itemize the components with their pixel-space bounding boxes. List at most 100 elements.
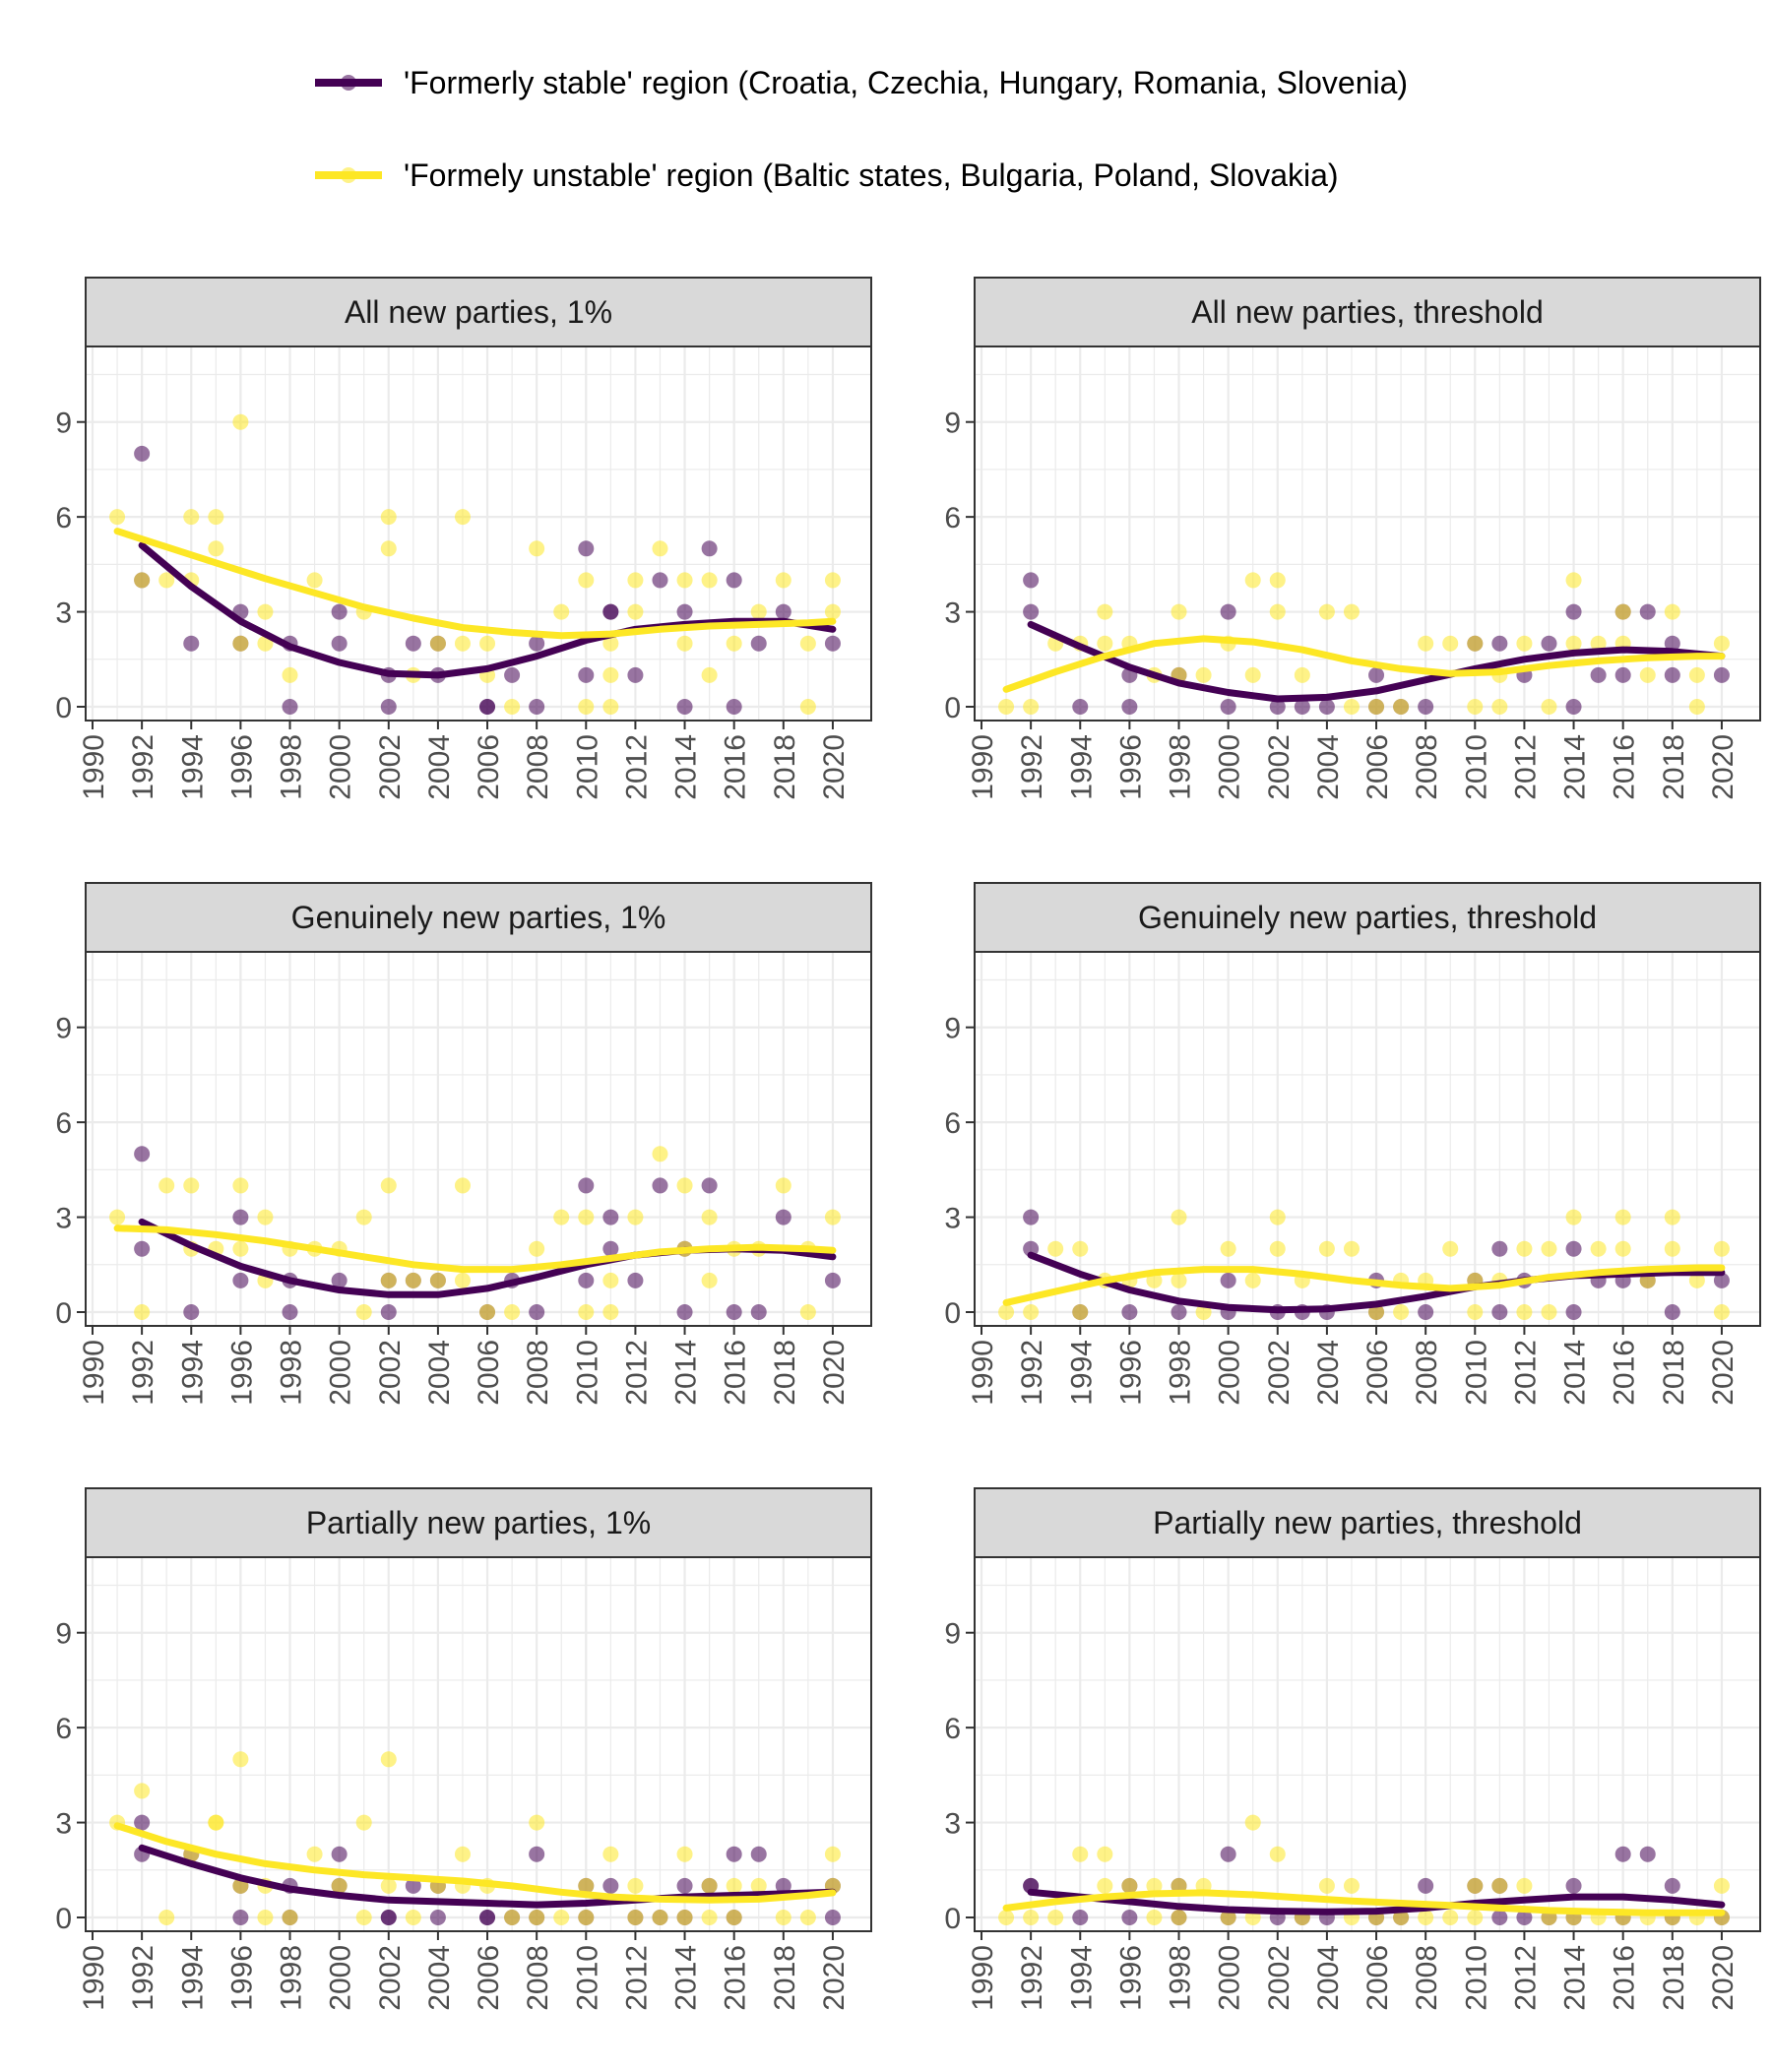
panel-5-point <box>257 1910 274 1925</box>
panel-1-y-tick-label: 9 <box>55 408 72 440</box>
panel-3-y-tick-label: 3 <box>55 1203 72 1235</box>
panel-1-point <box>676 603 693 620</box>
panel-3-point <box>504 1304 521 1320</box>
panel-6-point <box>1516 1877 1533 1894</box>
panel-4-point <box>998 1304 1015 1320</box>
panel-4-x-tick-label: 2020 <box>1707 1340 1740 1406</box>
panel-5: Partially new parties, 1% 0 3 6 9 1990 1992 199… <box>55 1487 872 2011</box>
panel-5-point <box>726 1877 742 1894</box>
panel-4-point <box>1072 1304 1089 1320</box>
panel-5-point <box>208 1814 224 1831</box>
panel-1-point <box>380 699 397 715</box>
panel-3-y-tick-label: 6 <box>55 1107 72 1140</box>
panel-4-point <box>1171 1209 1187 1225</box>
panel-5-point <box>405 1877 421 1894</box>
panel-2-x-tick-label: 1998 <box>1165 734 1197 800</box>
panel-4-point <box>1565 1209 1582 1225</box>
panel-5-fit-line-1 <box>138 1844 837 1909</box>
panel-1-point <box>750 603 767 620</box>
panel-6-x-tick-label: 2010 <box>1460 1945 1492 2011</box>
panel-1-x-tick-label: 2012 <box>620 734 653 800</box>
panel-3-point <box>627 1272 644 1288</box>
panel-6-point <box>1343 1877 1360 1894</box>
panel-5-x-tick-label: 1994 <box>176 1945 209 2011</box>
panel-1-x-tick-label: 2000 <box>325 734 357 800</box>
panel-3-point <box>701 1209 718 1225</box>
panel-3-x-tick-label: 2004 <box>423 1340 456 1406</box>
panel-1-y-tick-label: 0 <box>55 692 72 724</box>
panel-5-y-tick-label: 0 <box>55 1903 72 1935</box>
panel-4-point <box>1047 1240 1064 1257</box>
panel-2-x-tick-label: 2010 <box>1460 734 1492 800</box>
panel-1-point <box>306 572 323 589</box>
panel-2-point <box>1318 603 1335 620</box>
panel-2-point <box>1368 666 1385 683</box>
panel-5-fit-line-2 <box>113 1822 837 1904</box>
panel-6-point <box>1146 1877 1163 1894</box>
panel-6-x-tick-label: 1998 <box>1165 1945 1197 2011</box>
panel-6-x-tick-label: 1990 <box>967 1945 999 2011</box>
panel-6-point <box>1713 1877 1730 1894</box>
panel-6-x-tick-label: 1994 <box>1065 1945 1098 2011</box>
panel-4-point <box>1541 1240 1557 1257</box>
panel-2-point <box>1023 603 1040 620</box>
panel-5-x-tick-label: 2008 <box>522 1945 554 2011</box>
panel-5-point <box>380 1910 397 1925</box>
panel-4-x-tick-label: 1998 <box>1165 1340 1197 1406</box>
panel-2-x-tick-label: 1996 <box>1114 734 1147 800</box>
panel-2-point <box>1121 699 1138 715</box>
panel-3-point <box>676 1304 693 1320</box>
panel-1-x-tick-label: 2016 <box>720 734 752 800</box>
panel-3-fit-line-2 <box>113 1224 837 1274</box>
panel-5-plot-bg <box>86 1557 871 1931</box>
panel-5-point <box>331 1877 348 1894</box>
panel-6-point <box>1171 1910 1187 1925</box>
panel-2-grid <box>975 346 1760 721</box>
panel-3-point <box>454 1177 471 1194</box>
panel-1-point <box>676 572 693 589</box>
panel-3-x-tick-label: 2016 <box>720 1340 752 1406</box>
panel-3-point <box>257 1209 274 1225</box>
panel-3-point <box>602 1304 619 1320</box>
panel-4-point <box>1565 1240 1582 1257</box>
panel-1-point <box>282 699 298 715</box>
panel-6-y-tick-label: 9 <box>944 1618 961 1651</box>
panel-1-point <box>824 572 841 589</box>
panel-2-point <box>1269 603 1286 620</box>
panel-1-point <box>652 540 668 557</box>
panel-1-point <box>158 572 175 589</box>
panel-1-point <box>331 635 348 652</box>
panel-3-point <box>824 1209 841 1225</box>
panel-4-point <box>1614 1240 1631 1257</box>
panel-1-point <box>799 699 816 715</box>
panel-1-point <box>380 509 397 526</box>
panel-4-x-tick-label: 1994 <box>1065 1340 1098 1406</box>
panel-4-point <box>1442 1240 1459 1257</box>
panel-5-point <box>775 1877 791 1894</box>
panel-1-point <box>602 635 619 652</box>
panel-4-point <box>1171 1304 1187 1320</box>
panel-2-point <box>1294 666 1310 683</box>
panel-5-y-tick-label: 6 <box>55 1713 72 1745</box>
panel-4-point <box>1023 1240 1040 1257</box>
panel-6-point <box>1072 1846 1089 1862</box>
panel-2-point <box>1565 699 1582 715</box>
panel-5-border <box>85 1556 872 1932</box>
panel-1-point <box>578 666 595 683</box>
panel-5-x-tick-label: 2004 <box>423 1945 456 2011</box>
panel-4-x-tick-label: 2012 <box>1509 1340 1542 1406</box>
panel-2-point <box>1072 699 1089 715</box>
panel-3-point <box>355 1209 372 1225</box>
panel-1-point <box>627 603 644 620</box>
panel-1-point <box>553 603 570 620</box>
panel-1-point <box>676 635 693 652</box>
panel-3-point <box>602 1209 619 1225</box>
panel-3-point <box>701 1272 718 1288</box>
panel-4-point <box>1269 1209 1286 1225</box>
panel-6-strip <box>974 1487 1761 1558</box>
panel-5-x-tick-label: 2014 <box>670 1945 703 2011</box>
panel-2-y-tick-label: 0 <box>944 692 961 724</box>
panel-1-point <box>726 572 742 589</box>
panel-6-point <box>1146 1910 1163 1925</box>
panel-4-y-tick-label: 0 <box>944 1297 961 1330</box>
